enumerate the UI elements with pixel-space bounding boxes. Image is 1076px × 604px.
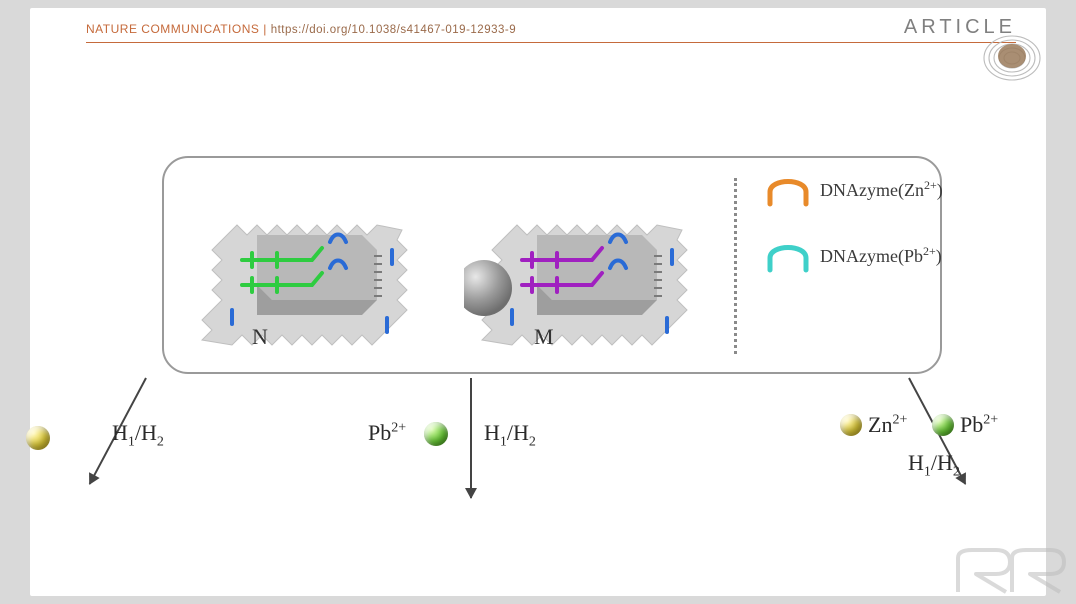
zn-legend-text: Zn2+ bbox=[868, 412, 907, 438]
header-rule bbox=[86, 42, 1016, 43]
origami-tile-m: M bbox=[464, 170, 714, 350]
doi-link[interactable]: https://doi.org/10.1038/s41467-019-12933… bbox=[271, 24, 516, 36]
right-arrow-label: H1/H2 bbox=[908, 450, 960, 480]
dnazyme-legend: DNAzyme(Zn2+) DNAzyme(Pb2+) bbox=[764, 168, 934, 300]
left-arrow-label: H1/H2 bbox=[112, 420, 164, 450]
zn-sphere-legend bbox=[840, 414, 862, 436]
header-sep: | bbox=[259, 22, 270, 36]
legend-row-zn: DNAzyme(Zn2+) bbox=[764, 168, 934, 210]
tile-m-label: M bbox=[534, 324, 554, 350]
tile-n-label: N bbox=[252, 324, 268, 350]
pb-sphere-legend bbox=[932, 414, 954, 436]
mid-arrow-label: H1/H2 bbox=[484, 420, 536, 450]
legend-zn-text: DNAzyme(Zn2+) bbox=[820, 178, 943, 201]
journal-name: NATURE COMMUNICATIONS bbox=[86, 22, 259, 36]
origami-n-svg bbox=[192, 170, 442, 350]
dnazyme-pb-icon bbox=[764, 234, 812, 276]
mid-pb-label: Pb2+ bbox=[368, 420, 406, 446]
panel-divider bbox=[734, 178, 737, 354]
rr-watermark-icon bbox=[952, 544, 1072, 600]
legend-row-pb: DNAzyme(Pb2+) bbox=[764, 234, 934, 276]
pb-sphere-mid bbox=[424, 422, 448, 446]
zn-sphere-leftedge bbox=[26, 426, 50, 450]
journal-header: NATURE COMMUNICATIONS | https://doi.org/… bbox=[86, 22, 516, 36]
fingerprint-icon bbox=[982, 28, 1046, 82]
origami-tile-n: N bbox=[192, 170, 442, 350]
page: NATURE COMMUNICATIONS | https://doi.org/… bbox=[30, 8, 1046, 596]
figure-panel: N bbox=[162, 156, 942, 374]
pb-legend-text: Pb2+ bbox=[960, 412, 998, 438]
dnazyme-zn-icon bbox=[764, 168, 812, 210]
origami-m-svg bbox=[464, 170, 724, 350]
arrow-middle bbox=[470, 378, 472, 498]
legend-pb-text: DNAzyme(Pb2+) bbox=[820, 244, 942, 267]
